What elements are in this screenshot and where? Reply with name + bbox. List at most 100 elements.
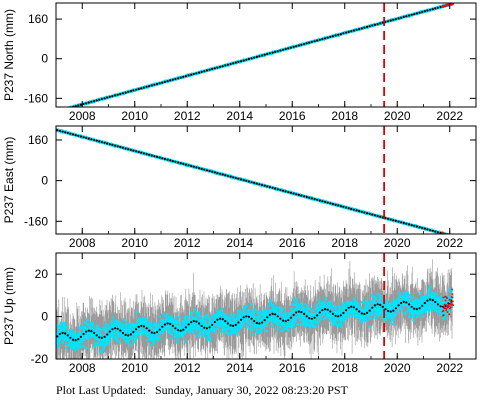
trend-point: [116, 145, 119, 148]
x-tick-label: 2022: [436, 236, 463, 250]
trend-point: [397, 17, 400, 20]
trend-point: [82, 102, 85, 106]
trend-point: [213, 67, 216, 70]
trend-point: [182, 328, 185, 331]
trend-point: [366, 212, 369, 215]
trend-point: [431, 229, 434, 232]
trend-point: [211, 67, 214, 71]
trend-point: [111, 328, 114, 331]
trend-point: [334, 34, 337, 37]
trend-point: [421, 226, 424, 229]
trend-point: [234, 61, 237, 64]
y-tick-label: 0: [41, 174, 48, 188]
trend-point: [245, 179, 248, 182]
trend-point: [132, 331, 135, 334]
trend-point: [379, 22, 382, 25]
trend-point: [127, 148, 130, 151]
y-tick-label: -160: [24, 214, 48, 228]
trend-point: [140, 151, 143, 154]
trend-point: [366, 25, 369, 28]
trend-point: [366, 311, 369, 314]
trend-point: [198, 322, 201, 325]
trend-point: [179, 162, 182, 165]
trend-point: [284, 47, 287, 51]
y-tick-label: -160: [24, 91, 48, 105]
y-tick-label: 0: [41, 52, 48, 66]
trend-point: [397, 220, 400, 223]
trend-point: [69, 336, 72, 339]
trend-point: [287, 47, 290, 50]
trend-point: [392, 309, 395, 312]
trend-point: [415, 308, 418, 311]
trend-point: [163, 157, 166, 161]
trend-point: [237, 177, 240, 180]
trend-point: [426, 299, 429, 302]
x-tick-label: 2010: [121, 236, 148, 250]
trend-point: [337, 204, 340, 207]
trend-point: [103, 335, 106, 338]
trend-point: [163, 323, 166, 326]
trend-point: [166, 158, 169, 161]
trend-point: [352, 29, 355, 32]
trend-point: [287, 319, 290, 322]
east-panel: 2008 2010 2012 2014 2016 2018 2020 2022 -160 0 160…: [2, 125, 477, 250]
trend-point: [226, 174, 229, 177]
trend-point: [72, 338, 75, 341]
trend-point: [360, 27, 363, 30]
trend-point: [373, 214, 376, 217]
trend-point: [429, 229, 432, 232]
trend-point: [62, 109, 64, 111]
trend-point: [156, 82, 159, 86]
trend-point: [198, 71, 201, 74]
y-tick-label: 160: [28, 133, 48, 147]
trend-point: [413, 13, 416, 16]
trend-point: [156, 330, 159, 334]
trend-point: [116, 327, 119, 330]
trend-point: [423, 301, 426, 305]
trend-point: [394, 307, 397, 310]
trend-point: [310, 40, 313, 44]
trend-point: [379, 215, 382, 218]
trend-point: [381, 305, 384, 308]
trend-point: [106, 96, 109, 99]
trend-point: [318, 38, 321, 41]
trend-point: [171, 78, 174, 81]
trend-point: [166, 80, 169, 83]
trend-point: [198, 167, 201, 170]
trend-point: [114, 144, 117, 147]
trend-point: [219, 317, 222, 320]
trend-point: [426, 9, 429, 12]
trend-point: [271, 51, 274, 54]
x-tick-label: 2018: [331, 109, 358, 123]
trend-point: [289, 316, 292, 319]
trend-point: [64, 131, 67, 134]
trend-point: [331, 35, 334, 38]
trend-point: [279, 188, 282, 192]
trend-point: [253, 181, 256, 184]
trend-point: [410, 305, 413, 308]
trend-point: [355, 308, 358, 311]
trend-point: [221, 318, 224, 321]
trend-point: [261, 54, 264, 57]
trend-point: [158, 82, 161, 85]
x-tick-label: 2012: [174, 361, 201, 375]
trend-point: [376, 23, 379, 26]
trend-point: [350, 30, 353, 33]
trend-point: [74, 339, 77, 342]
trend-point: [408, 14, 411, 17]
trend-point: [108, 330, 111, 333]
trend-point: [85, 136, 88, 139]
trend-point: [250, 57, 253, 60]
trend-point: [421, 10, 424, 13]
trend-point: [295, 193, 298, 196]
x-tick-label: 2010: [121, 109, 148, 123]
trend-point: [177, 329, 180, 332]
trend-point: [434, 300, 437, 304]
trend-point: [58, 332, 62, 336]
trend-point: [387, 217, 390, 220]
trend-point: [121, 146, 124, 149]
trend-point: [140, 324, 143, 327]
trend-point: [426, 228, 429, 231]
trend-point: [224, 64, 227, 67]
trend-point: [258, 55, 261, 58]
